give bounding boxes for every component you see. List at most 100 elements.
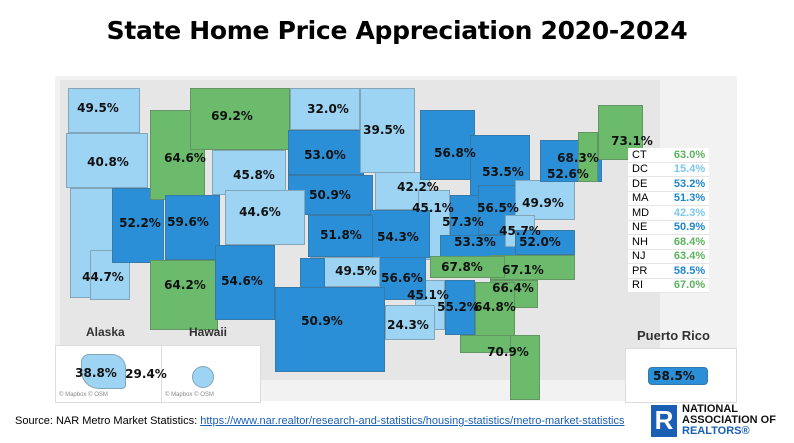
table-row: NE 50.9% <box>628 220 710 235</box>
state-region <box>288 130 364 175</box>
state-region <box>275 287 385 372</box>
small-states-table: CT 63.0% DC 15.4% DE 53.2% MA 51.3% MD 42.3% NE 50.… <box>628 148 710 293</box>
hawaii-value: 29.4% <box>125 367 167 381</box>
state-value-label: 52.0% <box>519 235 561 249</box>
table-row: PR 58.5% <box>628 263 710 279</box>
state-region <box>378 255 426 300</box>
state-value-label: 32.0% <box>307 102 349 116</box>
state-value-label: 45.1% <box>407 288 449 302</box>
state-value-label: 44.7% <box>82 270 124 284</box>
table-row: DE 53.2% <box>628 176 710 192</box>
state-value-label: 51.8% <box>320 228 362 242</box>
state-value-label: 42.2% <box>397 180 439 194</box>
state-value-label: 56.6% <box>381 271 423 285</box>
table-row: NJ 63.4% <box>628 249 710 264</box>
state-value-label: 50.9% <box>309 188 351 202</box>
state-value-label: 56.5% <box>477 201 519 215</box>
state-region <box>308 215 373 257</box>
source-link[interactable]: https://www.nar.realtor/research-and-sta… <box>200 415 625 427</box>
table-row: RI 67.0% <box>628 278 710 293</box>
state-region <box>385 305 435 340</box>
realtor-r-logo-icon: R <box>651 404 677 437</box>
state-region <box>212 150 286 195</box>
state-value-label: 67.8% <box>441 260 483 274</box>
state-region <box>150 260 218 330</box>
table-row: MA 51.3% <box>628 191 710 206</box>
state-value-label: 45.8% <box>233 168 275 182</box>
state-value-label: 70.9% <box>487 345 529 359</box>
state-value-label: 52.2% <box>119 216 161 230</box>
state-value-label: 64.6% <box>164 151 206 165</box>
state-value-label: 45.1% <box>412 201 454 215</box>
hawaii-inset: © Mapbox © OSM <box>161 345 261 403</box>
puerto-rico-inset: 58.5% <box>625 348 737 403</box>
state-region <box>165 195 220 260</box>
state-value-label: 67.1% <box>502 263 544 277</box>
state-value-label: 49.9% <box>522 196 564 210</box>
state-value-label: 59.6% <box>167 215 209 229</box>
table-row: CT 63.0% <box>628 148 710 163</box>
state-value-label: 53.0% <box>304 148 346 162</box>
state-region <box>215 245 275 320</box>
state-code: PR <box>628 263 654 279</box>
alaska-title: Alaska <box>86 325 125 339</box>
us-map: 49.5% 40.8% 44.7% 52.2% 64.6% 69.2% 45.8% 32.0%… <box>55 76 737 401</box>
hawaii-shape <box>192 366 214 388</box>
state-code: NE <box>628 220 654 235</box>
state-value-label: 45.7% <box>499 224 541 238</box>
state-value-label: 39.5% <box>363 123 405 137</box>
state-value: 42.3% <box>653 205 710 221</box>
state-region <box>112 188 164 263</box>
table-row: MD 42.3% <box>628 205 710 221</box>
state-region <box>510 335 540 400</box>
state-value-label: 49.5% <box>77 101 119 115</box>
state-value: 58.5% <box>653 263 710 279</box>
state-value-label: 53.5% <box>482 165 524 179</box>
state-value-label: 73.1% <box>611 134 653 148</box>
state-value-label: 64.2% <box>164 278 206 292</box>
state-value-label: 54.6% <box>221 274 263 288</box>
state-value-label: 44.6% <box>239 205 281 219</box>
state-code: NH <box>628 234 654 250</box>
state-region <box>66 133 148 188</box>
state-value: 53.2% <box>653 176 710 192</box>
state-region <box>290 88 360 130</box>
state-region <box>430 256 505 278</box>
state-value-label: 53.3% <box>454 235 496 249</box>
logo-line-1: NATIONAL <box>682 403 739 415</box>
state-code: MD <box>628 205 654 221</box>
state-region <box>445 280 475 335</box>
state-code: NJ <box>628 249 654 264</box>
state-code: DC <box>628 162 654 177</box>
state-value-label: 50.9% <box>301 314 343 328</box>
state-region <box>515 180 575 220</box>
state-value-label: 54.3% <box>377 230 419 244</box>
state-value-label: 52.6% <box>547 167 589 181</box>
source-note: Source: NAR Metro Market Statistics: htt… <box>15 414 635 429</box>
state-value-label: 55.2% <box>437 300 479 314</box>
state-region <box>68 88 140 133</box>
state-value: 15.4% <box>653 162 710 177</box>
state-value-label: 64.8% <box>474 300 516 314</box>
alaska-inset: 38.8% © Mapbox © OSM <box>55 345 162 403</box>
state-region <box>578 132 598 182</box>
state-code: RI <box>628 278 654 293</box>
puerto-rico-title: Puerto Rico <box>637 328 710 343</box>
state-code: MA <box>628 191 654 206</box>
logo-line-3: REALTORS® <box>682 425 750 437</box>
state-value-label: 69.2% <box>211 109 253 123</box>
state-region <box>515 230 575 255</box>
state-value: 50.9% <box>653 220 710 235</box>
nar-logo: R NATIONAL ASSOCIATION OF REALTORS® <box>651 404 776 437</box>
puerto-rico-value: 58.5% <box>653 369 695 383</box>
state-region <box>475 282 515 337</box>
state-value-label: 40.8% <box>87 155 129 169</box>
state-value: 67.0% <box>653 278 710 293</box>
state-value: 51.3% <box>653 191 710 206</box>
alaska-shape <box>81 354 126 389</box>
state-value: 63.0% <box>653 148 710 163</box>
puerto-rico-shape <box>648 367 708 385</box>
state-value-label: 68.3% <box>557 151 599 165</box>
table-row: DC 15.4% <box>628 162 710 177</box>
state-value: 68.4% <box>653 234 710 250</box>
